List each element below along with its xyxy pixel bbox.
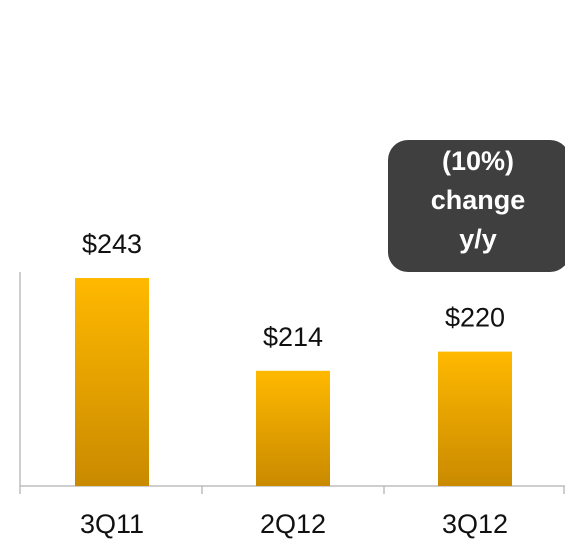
value-label: $214 [263, 322, 323, 352]
value-label: $243 [82, 229, 142, 259]
value-label: $220 [445, 303, 505, 333]
x-tick-label: 3Q12 [442, 509, 508, 539]
annotation-text: change [431, 185, 526, 215]
bar [256, 370, 330, 486]
bar [75, 278, 149, 486]
annotation-text: (10%) [442, 146, 514, 176]
x-tick-label: 2Q12 [260, 509, 326, 539]
x-tick-label: 3Q11 [80, 509, 144, 539]
bar [438, 351, 512, 486]
annotation-box [388, 140, 565, 272]
annotation-text: y/y [459, 224, 497, 254]
